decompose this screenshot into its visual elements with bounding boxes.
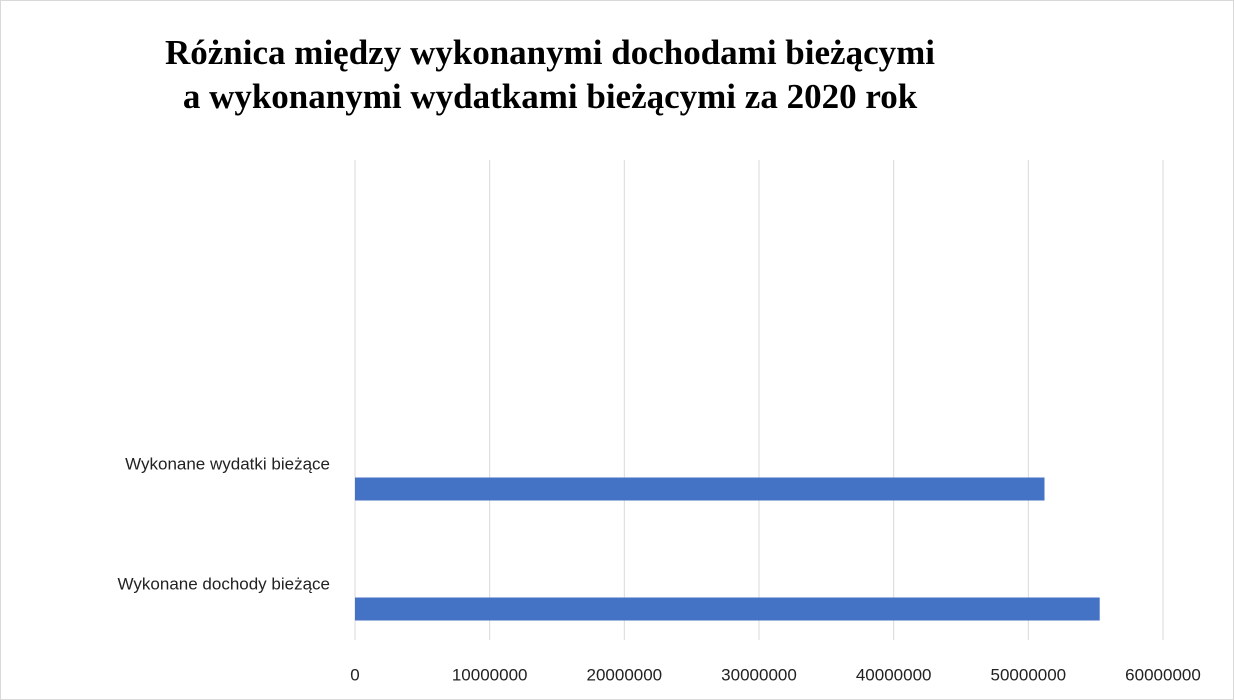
bar — [355, 477, 1045, 501]
x-tick-label: 50000000 — [991, 665, 1067, 684]
chart-title: a wykonanymi wydatkami bieżącymi za 2020… — [183, 77, 918, 116]
y-tick-label: Wykonane wydatki bieżące — [125, 454, 330, 473]
x-tick-label: 0 — [350, 665, 359, 684]
bar — [355, 597, 1100, 621]
chart-title: Różnica między wykonanymi dochodami bież… — [165, 33, 935, 72]
x-tick-label: 10000000 — [452, 665, 528, 684]
x-tick-label: 30000000 — [721, 665, 797, 684]
x-tick-label: 60000000 — [1125, 665, 1201, 684]
x-tick-label: 20000000 — [587, 665, 663, 684]
x-tick-label: 40000000 — [856, 665, 932, 684]
y-tick-label: Wykonane dochody bieżące — [118, 574, 330, 593]
